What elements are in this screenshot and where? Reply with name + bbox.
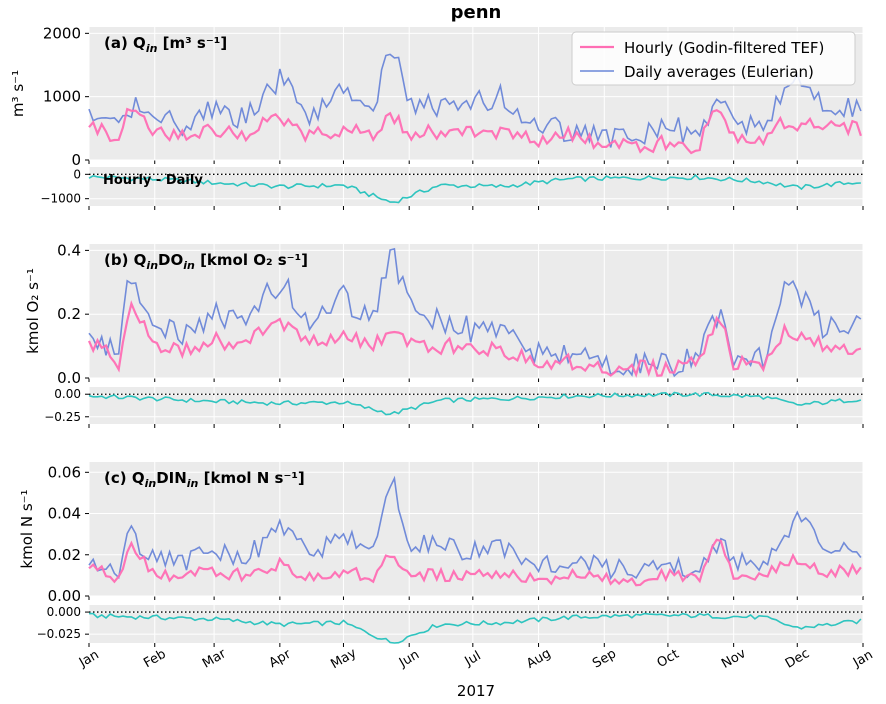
- diff-series-line: [89, 612, 862, 644]
- y-tick-label: 0.0: [57, 369, 81, 387]
- diff-series-line: [88, 391, 862, 416]
- y-tick-label: 0.04: [48, 505, 81, 523]
- legend-box: [571, 31, 856, 86]
- y-tick-label: 0.02: [48, 546, 81, 564]
- panel-title-part: in: [145, 477, 157, 490]
- panel-title-part: in: [146, 42, 158, 55]
- panel-title-part: [kmol N s⁻¹]: [198, 469, 304, 487]
- month-tick-label: Oct: [655, 647, 682, 671]
- panel-title: (c) QinDINin [kmol N s⁻¹]: [104, 469, 305, 490]
- legend: Hourly (Godin-filtered TEF) Daily average…: [571, 31, 856, 86]
- legend-hourly-label: Hourly (Godin-filtered TEF): [624, 39, 824, 57]
- panel-c: 0.00 0.02 0.04 0.06 0.000 −0.025 (c) QinDINin …: [18, 462, 864, 647]
- panel-title-part: [kmol O₂ s⁻¹]: [195, 251, 308, 269]
- y-tick-label: 0.4: [57, 241, 81, 259]
- hourly-series-line: [88, 107, 862, 155]
- diff-y-tick-label: −0.25: [44, 410, 81, 424]
- month-tick-label: Jan: [76, 647, 102, 671]
- panel-title-part: (b) Q: [104, 251, 146, 269]
- y-tick-label: 1000: [43, 88, 81, 106]
- month-tick-label: Nov: [719, 646, 749, 672]
- y-tick-label: 0: [71, 151, 81, 169]
- month-tick-label: Feb: [141, 647, 168, 672]
- panel-title: (b) QinDOin [kmol O₂ s⁻¹]: [104, 251, 308, 272]
- y-axis-label: m³ s⁻¹: [9, 70, 27, 117]
- panel-title-part: [m³ s⁻¹]: [157, 34, 227, 52]
- panel-title-part: (c) Q: [104, 469, 145, 487]
- y-axis-label: kmol O₂ s⁻¹: [24, 268, 42, 354]
- month-tick-label: Mar: [200, 646, 229, 672]
- y-axis-label: kmol N s⁻¹: [18, 489, 36, 568]
- diff-y-tick-label: 0.000: [47, 605, 81, 619]
- daily-series-line: [88, 475, 862, 581]
- panel-title: (a) Qin [m³ s⁻¹]: [104, 34, 227, 55]
- diff-y-tick-label: −1000: [40, 192, 81, 206]
- panel-b: 0.00.20.40.00−0.25(b) QinDOin [kmol O₂ s…: [24, 241, 864, 428]
- panel-title-part: in: [146, 259, 158, 272]
- diff-series-line: [88, 173, 861, 204]
- diff-label: Hourly - Daily: [103, 173, 203, 188]
- month-tick-label: Dec: [783, 646, 812, 672]
- panel-title-part: DO: [158, 251, 183, 269]
- y-tick-label: 0.06: [48, 463, 81, 481]
- diff-y-tick-label: 0: [73, 167, 81, 181]
- panel-title-part: (a) Q: [104, 34, 146, 52]
- panel-title-part: in: [183, 259, 195, 272]
- diff-y-tick-label: 0.00: [54, 387, 81, 401]
- panel-title-part: in: [187, 477, 199, 490]
- month-tick-label: Jan: [850, 647, 876, 671]
- month-tick-label: May: [328, 646, 359, 673]
- diff-panel-background: [89, 387, 863, 424]
- figure-title: penn: [451, 2, 502, 23]
- hourly-series-line: [88, 538, 862, 587]
- panel-title-part: DIN: [156, 469, 187, 487]
- y-tick-label: 0.00: [48, 587, 81, 605]
- diff-y-tick-label: −0.025: [37, 627, 81, 641]
- hourly-series-line: [87, 300, 862, 378]
- month-tick-label: Jul: [462, 649, 484, 670]
- daily-series-line: [88, 53, 862, 148]
- legend-daily-label: Daily averages (Eulerian): [624, 63, 814, 81]
- month-tick-label: Sep: [590, 646, 619, 671]
- y-tick-label: 0.2: [57, 305, 81, 323]
- x-axis-label: 2017: [457, 682, 495, 700]
- month-tick-label: Apr: [267, 647, 295, 672]
- month-tick-label: Jun: [396, 647, 422, 671]
- y-tick-label: 2000: [43, 24, 81, 42]
- month-tick-label: Aug: [524, 646, 553, 672]
